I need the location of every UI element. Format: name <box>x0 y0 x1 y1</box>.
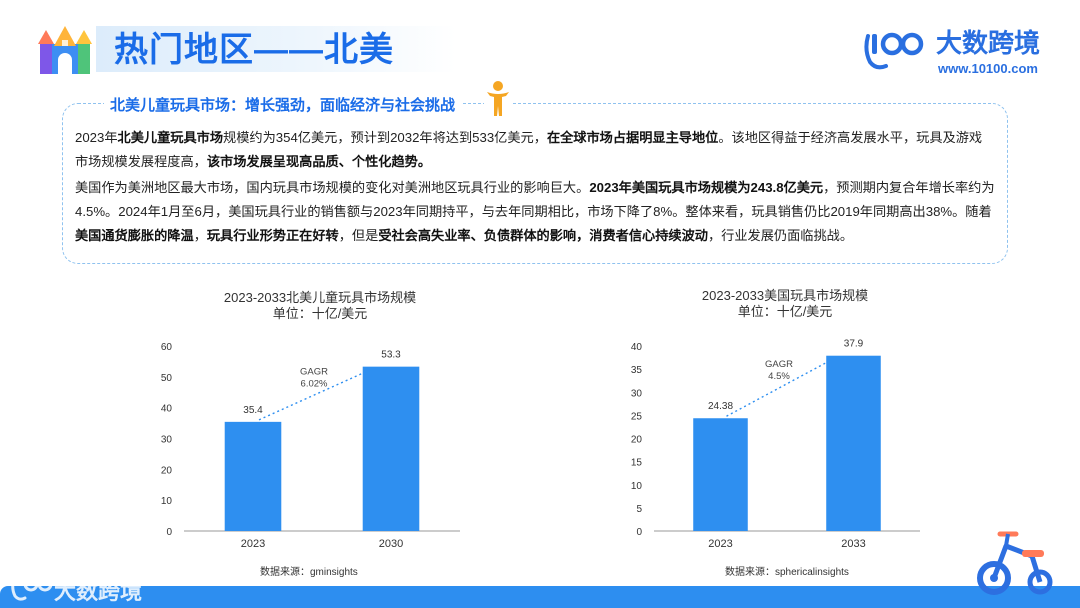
watermark-logo-icon <box>11 576 53 601</box>
bar <box>224 421 282 531</box>
chart-1-source: 数据来源：gminsights <box>260 567 358 578</box>
y-tick-label: 25 <box>631 411 643 422</box>
y-tick-label: 40 <box>161 404 173 415</box>
castle-icon <box>38 26 92 74</box>
y-tick-label: 30 <box>161 435 173 446</box>
bar-value-label: 53.3 <box>381 350 401 361</box>
x-tick-label: 2023 <box>241 538 265 550</box>
bottom-bar <box>0 586 1080 608</box>
title-band <box>96 26 456 72</box>
bar-value-label: 35.4 <box>243 405 263 416</box>
section-subtitle-text: 北美儿童玩具市场：增长强劲，面临经济与社会挑战 <box>110 96 456 114</box>
y-tick-label: 10 <box>161 496 173 507</box>
paragraph-segment: 美国作为美洲地区最大市场，国内玩具市场规模的变化对美洲地区玩具行业的影响巨大。 <box>75 180 590 195</box>
intro-box <box>62 103 1008 264</box>
paragraph-segment: ，预测期内复合年增长率约为4.5%。2024年1月至6月，美国玩具行业的销售额与… <box>75 180 995 219</box>
cagr-value: 6.02% <box>301 378 328 389</box>
chart-2-title: 2023-2033美国玩具市场规模 <box>701 288 869 303</box>
brand-url: www.10100.com <box>938 61 1038 76</box>
cagr-value: 4.5% <box>768 371 790 382</box>
y-tick-label: 15 <box>631 458 643 469</box>
paragraph-segment: 受社会高失业率、负债群体的影响，消费者信心持续波动 <box>378 228 708 243</box>
paragraph-segment: ，行业发展仍面临挑战。 <box>708 228 854 243</box>
x-tick-label: 2023 <box>708 538 732 550</box>
y-tick-label: 60 <box>161 342 173 353</box>
intro-paragraph-1: 2023年北美儿童玩具市场规模约为354亿美元，预计到2032年将达到533亿美… <box>75 126 995 174</box>
paragraph-segment: ，但是 <box>338 228 379 243</box>
bar <box>826 355 881 531</box>
x-tick-label: 2030 <box>379 538 403 550</box>
brand-logo-icon <box>864 32 924 70</box>
paragraph-segment: 2023年美国玩具市场规模为243.8亿美元 <box>589 180 824 195</box>
paragraph-segment: 在全球市场占据明显主导地位 <box>546 130 719 145</box>
chart-2: 0 5 10 15 20 25 30 35 40 24.38 2023 37.9 2033 GAGR4.5… <box>631 339 920 550</box>
brand-name: 大数跨境 <box>936 28 1041 58</box>
paragraph-segment: 玩具行业形势正在好转 <box>206 228 339 243</box>
y-tick-label: 40 <box>631 342 643 353</box>
cagr-label: GAGR <box>300 366 328 377</box>
paragraph-segment: 2023年 <box>75 130 118 145</box>
y-tick-label: 5 <box>636 504 642 515</box>
cagr-label: GAGR <box>765 359 793 370</box>
chart-1-title: 2023-2033北美儿童玩具市场规模 <box>223 290 417 305</box>
y-tick-label: 10 <box>631 481 643 492</box>
y-tick-label: 0 <box>636 527 642 538</box>
section-subtitle: 北美儿童玩具市场：增长强劲，面临经济与社会挑战 <box>104 92 462 116</box>
paragraph-segment: 规模约为354亿美元，预计到2032年将达到533亿美元， <box>223 130 547 145</box>
bar-value-label: 37.9 <box>844 339 864 350</box>
chart-2-unit: 单位：十亿/美元 <box>737 304 833 319</box>
bar <box>362 366 420 531</box>
person-icon <box>484 80 512 118</box>
watermark-text: 大数跨境 <box>54 579 143 604</box>
paragraph-segment: 该市场发展呈现高品质、个性化趋势。 <box>206 154 432 169</box>
chart-2-source: 数据来源：sphericalinsights <box>725 567 849 578</box>
paragraph-segment: ， <box>193 228 207 243</box>
chart-1-unit: 单位：十亿/美元 <box>272 306 368 321</box>
intro-paragraph-2: 美国作为美洲地区最大市场，国内玩具市场规模的变化对美洲地区玩具行业的影响巨大。2… <box>75 176 995 248</box>
y-tick-label: 20 <box>161 465 173 476</box>
y-tick-label: 30 <box>631 388 643 399</box>
y-tick-label: 0 <box>166 527 172 538</box>
paragraph-segment: 北美儿童玩具市场 <box>117 130 224 145</box>
y-tick-label: 20 <box>631 435 643 446</box>
y-tick-label: 35 <box>631 365 643 376</box>
paragraph-segment: 美国通货膨胀的降温 <box>75 228 194 243</box>
tricycle-icon <box>977 531 1053 595</box>
y-tick-label: 50 <box>161 373 173 384</box>
page-title: 热门地区——北美 <box>114 31 394 69</box>
bar <box>693 418 748 531</box>
paragraph-segment: 。该地区得益于经济高发展水平，玩具及游戏市场规模发展程度高， <box>75 130 983 169</box>
bar-value-label: 24.38 <box>708 401 733 412</box>
x-tick-label: 2033 <box>841 538 865 550</box>
